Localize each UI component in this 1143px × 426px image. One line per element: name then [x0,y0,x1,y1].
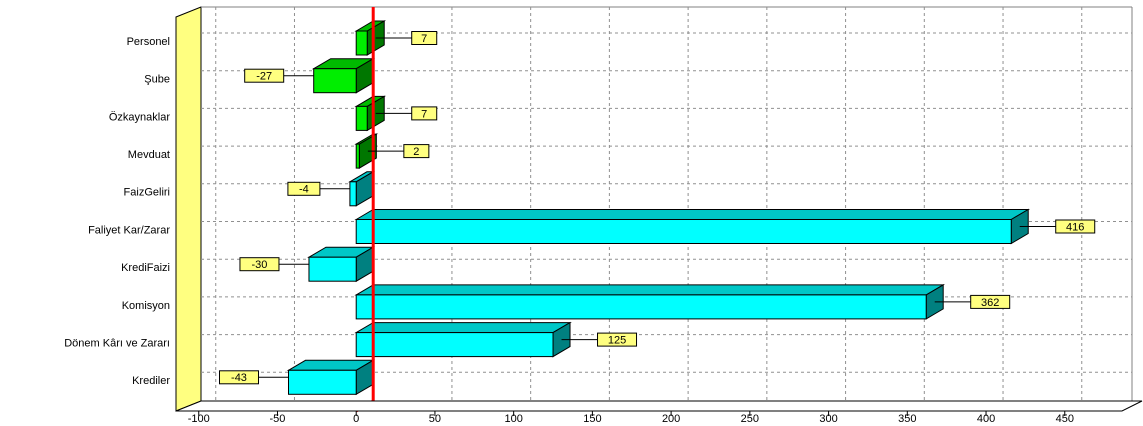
data-label: -4 [287,181,350,196]
bar [354,95,387,132]
category-label: KrediFaizi [121,262,170,274]
bar [354,208,1031,245]
bar-top-face [354,284,946,296]
plot-area [201,6,1133,401]
x-tick-label: 200 [662,413,680,425]
category-label: Dönem Kârı ve Zararı [64,338,170,350]
bar-front-face [355,294,927,320]
bar [354,20,387,56]
bar-front-face [355,105,368,131]
bar-front-face [313,68,357,94]
category-label: Komisyon [122,300,170,312]
x-tick-label: -50 [270,413,286,425]
data-label-text: -27 [256,71,272,83]
data-label-box [411,106,438,121]
data-label-box [1055,219,1096,234]
x-tick-label: 250 [741,413,759,425]
data-label-box [597,332,638,347]
bar-front-face [308,256,357,282]
bar-front-face [355,30,368,56]
category-labels: Personel Şube Özkaynaklar Mevduat FaizGeliri… [64,36,170,387]
data-label: -43 [218,370,289,385]
bar [348,170,376,207]
bar [307,246,376,283]
data-label: 362 [934,294,1011,309]
category-label: Faliyet Kar/Zarar [88,224,170,236]
data-label-text: -30 [252,259,268,271]
data-label-text: 2 [413,146,419,158]
bar [354,321,572,358]
data-label: 125 [561,332,638,347]
category-label: Personel [127,36,170,48]
data-label: -30 [239,257,309,272]
bar-top-face [354,322,572,334]
x-tick-label: 350 [898,413,916,425]
x-tick-label: 50 [429,413,441,425]
data-label: 7 [375,31,438,45]
bar [311,57,376,94]
data-label-box [218,370,259,385]
data-label: 7 [375,106,438,121]
bar [286,359,376,396]
x-tick-label: 450 [1056,413,1074,425]
category-label: FaizGeliri [124,187,170,199]
x-tick-label: 300 [819,413,837,425]
x-tick-label: 400 [977,413,995,425]
data-label-box [239,257,280,272]
data-label-text: -43 [231,372,247,384]
data-label-box [244,68,285,83]
x-axis-floor [175,400,1143,412]
chart-wall [175,6,202,412]
data-label-box [403,144,430,159]
data-label-box [287,181,321,196]
data-label-box [411,31,438,45]
data-label-text: -4 [299,184,309,196]
category-label: Özkaynaklar [109,111,170,123]
data-label-text: 125 [608,335,626,347]
x-tick-label: 100 [504,413,522,425]
bar-front-face [355,143,360,169]
bar-top-face [354,209,1031,220]
category-label: Şube [144,74,170,86]
bar-front-face [287,369,357,395]
left-wall [175,6,202,412]
x-tick-label: 0 [353,413,359,425]
data-labels: 7 -27 7 2 -4 416 -30 362 125 -43 [218,31,1096,385]
bars [286,20,1031,396]
bar-front-face [355,219,1012,244]
data-label: 416 [1019,219,1096,234]
data-label-text: 7 [421,33,427,45]
bar-front-face [349,181,357,207]
x-tick-label: 150 [583,413,601,425]
data-label-text: 416 [1066,221,1084,233]
x-tick-label: -100 [188,413,210,425]
category-label: Krediler [132,375,170,387]
bar-front-face [355,332,554,358]
data-label-text: 7 [421,108,427,120]
data-label: -27 [244,68,314,83]
bar [354,284,946,320]
data-label: 2 [367,144,430,159]
data-label-text: 362 [981,297,999,309]
category-label: Mevduat [128,149,170,161]
data-label-box [970,294,1011,309]
x-axis: -100 -50 0 50 100 150 200 250 300 350 400 450 [175,400,1143,425]
